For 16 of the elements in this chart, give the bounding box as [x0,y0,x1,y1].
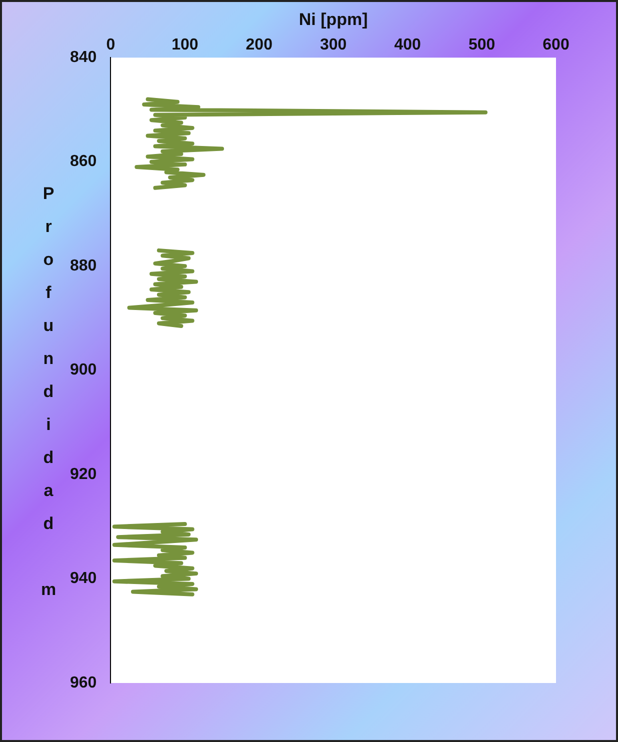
y-tick-label: 840 [70,49,97,66]
x-tick-label: 0 [106,36,116,54]
x-tick-label: 200 [246,36,273,54]
x-tick-label: 400 [394,36,422,54]
y-tick-label: 940 [70,570,97,588]
y-tick-label: 860 [70,153,97,170]
x-tick-label: 500 [468,36,496,54]
x-axis-title: Ni [ppm] [298,10,368,29]
y-tick-label: 960 [70,674,97,692]
x-tick-label: 100 [172,36,198,54]
y-tick-label: 880 [70,257,97,274]
x-tick-label: 300 [320,36,347,54]
y-axis-title: Profundidad m [38,184,58,613]
y-tick-label: 920 [70,466,97,483]
x-tick-label: 600 [542,36,570,54]
y-tick-label: 900 [70,362,97,379]
